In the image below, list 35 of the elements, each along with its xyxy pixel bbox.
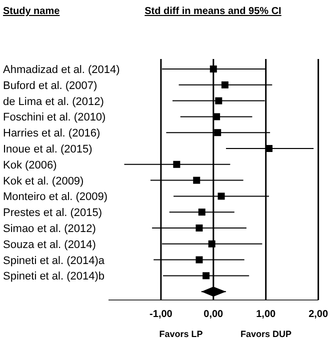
point <box>202 272 210 280</box>
point <box>198 208 206 216</box>
x-tick-label: 0,00 <box>204 309 224 320</box>
point <box>218 192 225 200</box>
y-tick-label: Buford et al. (2007) <box>3 80 98 92</box>
point <box>196 224 203 232</box>
y-tick-label: Simao et al. (2012) <box>3 223 96 235</box>
chart-title: Std diff in means and 95% CI <box>144 6 282 17</box>
y-tick-label: Foschini et al. (2010) <box>3 112 106 124</box>
x-tick-label: -1,00 <box>150 309 173 320</box>
x-tick-label: 1,00 <box>256 309 276 320</box>
point <box>210 66 217 72</box>
point <box>193 176 200 184</box>
y-tick-label: Spineti et al. (2014)a <box>3 254 106 267</box>
text: Favors DUP <box>240 329 292 339</box>
y-tick-label: Ahmadizad et al. (2014) <box>3 64 120 76</box>
y-tick-label: Prestes et al. (2015) <box>3 207 102 220</box>
y-tick-label: Souza et al. (2014) <box>3 238 96 251</box>
y-tick-label: Harries et al. (2016) <box>3 128 100 140</box>
point <box>221 81 228 88</box>
y-axis-title: Study name <box>3 6 60 17</box>
point <box>214 129 222 136</box>
text: Favors LP <box>159 329 203 339</box>
y-tick-label: Spineti et al. (2014)b <box>3 270 105 283</box>
point <box>196 256 203 264</box>
point <box>173 160 180 168</box>
y-tick-label: Inoue et al. (2015) <box>3 144 92 156</box>
y-tick-label: Kok et al. (2009) <box>3 175 84 188</box>
point <box>213 113 220 120</box>
y-tick-label: Kok (2006) <box>3 159 57 172</box>
x-tick-label: 2,00 <box>308 309 328 320</box>
y-tick-label: de Lima et al. (2012) <box>3 96 104 108</box>
point <box>208 240 216 248</box>
point <box>215 97 222 104</box>
y-tick-label: Monteiro et al. (2009) <box>3 191 108 204</box>
